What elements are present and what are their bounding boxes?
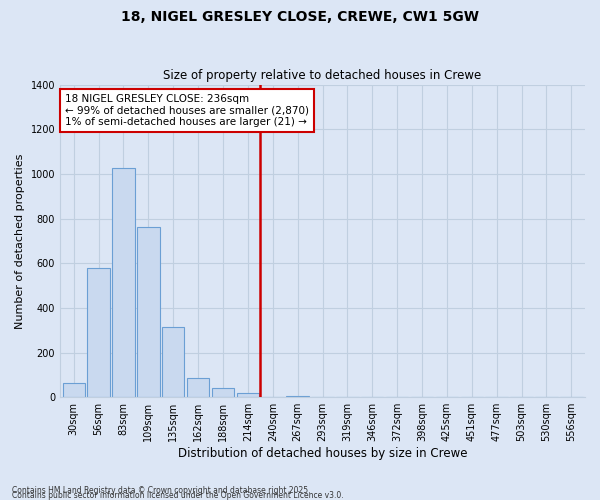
Bar [187, 378, 209, 397]
Bar [88, 268, 110, 397]
Text: 18 NIGEL GRESLEY CLOSE: 236sqm
← 99% of detached houses are smaller (2,870)
1% o: 18 NIGEL GRESLEY CLOSE: 236sqm ← 99% of … [65, 94, 309, 127]
Bar [137, 228, 160, 397]
Bar [62, 382, 85, 397]
Bar [286, 396, 309, 397]
Y-axis label: Number of detached properties: Number of detached properties [15, 153, 25, 328]
X-axis label: Distribution of detached houses by size in Crewe: Distribution of detached houses by size … [178, 447, 467, 460]
Bar [112, 168, 134, 397]
Bar [162, 327, 184, 397]
Text: Contains public sector information licensed under the Open Government Licence v3: Contains public sector information licen… [12, 491, 344, 500]
Title: Size of property relative to detached houses in Crewe: Size of property relative to detached ho… [163, 69, 482, 82]
Bar [212, 388, 234, 397]
Text: 18, NIGEL GRESLEY CLOSE, CREWE, CW1 5GW: 18, NIGEL GRESLEY CLOSE, CREWE, CW1 5GW [121, 10, 479, 24]
Text: Contains HM Land Registry data © Crown copyright and database right 2025.: Contains HM Land Registry data © Crown c… [12, 486, 311, 495]
Bar [236, 392, 259, 397]
